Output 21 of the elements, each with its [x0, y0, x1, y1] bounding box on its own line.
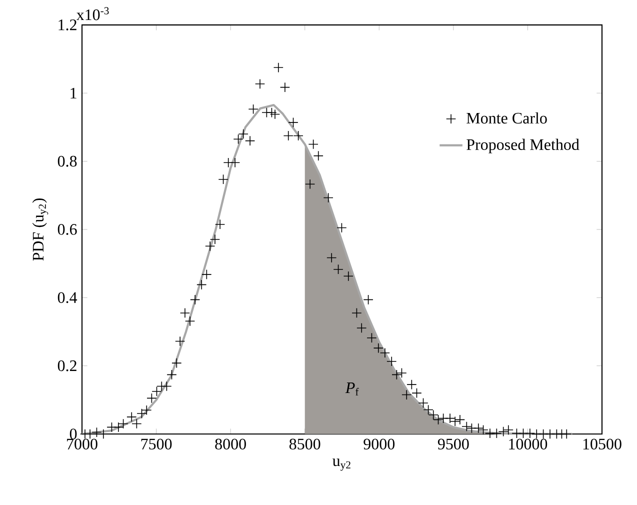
x-tick-label: 8500 — [289, 438, 320, 450]
y-tick-label: 0 — [70, 428, 77, 440]
x-tick-label: 9500 — [438, 438, 469, 450]
annotation: P$_{f}$ — [345, 382, 359, 396]
x-tick-label: 9000 — [364, 438, 395, 450]
y-axis-title: PDF (u$_{y2}$) — [32, 198, 48, 261]
y-tick-label: 0.6 — [58, 224, 77, 235]
y-tick-label: 0.8 — [58, 156, 77, 167]
legend-label: Monte Carlo — [466, 112, 547, 124]
text: x10$^{-3}$ — [76, 7, 109, 20]
x-tick-label: 7000 — [67, 438, 98, 450]
x-tick-label: 10000 — [509, 438, 548, 450]
legend-label: Proposed Method — [466, 138, 580, 154]
x-axis-title: u$_{y2}$ — [332, 458, 350, 471]
x-tick-label: 10500 — [583, 438, 622, 450]
y-tick-label: 1 — [70, 88, 76, 98]
x-tick-label: 8000 — [215, 438, 246, 450]
y-tick-label: 0.2 — [58, 360, 76, 372]
x-tick-label: 7500 — [141, 438, 172, 450]
y-tick-label: 0.4 — [58, 292, 78, 304]
y-tick-label: 1.2 — [58, 20, 76, 30]
